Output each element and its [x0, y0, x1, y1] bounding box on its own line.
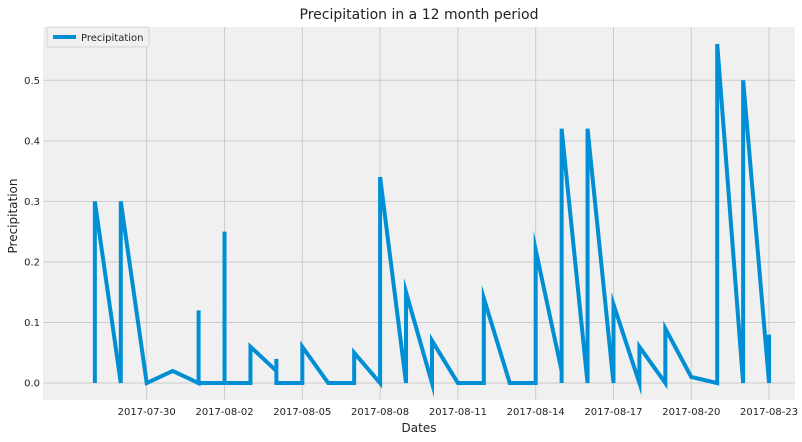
x-axis-ticks: 2017-07-30 2017-08-02 2017-08-05 2017-08-08… [118, 407, 798, 418]
x-axis-label: Dates [402, 421, 437, 435]
x-tick-label: 2017-08-20 [662, 407, 720, 418]
x-tick-label: 2017-08-11 [429, 407, 487, 418]
legend-box [46, 26, 150, 48]
y-tick-label: 0.3 [24, 197, 40, 208]
x-tick-label: 2017-08-14 [507, 407, 565, 418]
x-tick-label: 2017-08-02 [195, 407, 253, 418]
x-tick-label: 2017-08-23 [740, 407, 798, 418]
y-axis-label: Precipitation [6, 178, 20, 253]
series-layer [92, 43, 772, 398]
x-tick-label: 2017-08-17 [584, 407, 642, 418]
y-tick-label: 0.1 [24, 318, 40, 329]
x-tick-label: 2017-08-08 [351, 407, 409, 418]
series-line-precipitation [92, 43, 772, 398]
y-tick-label: 0.5 [24, 76, 40, 87]
chart-title: Precipitation in a 12 month period [300, 7, 539, 23]
legend-entry-precipitation: Precipitation [81, 33, 144, 44]
y-axis-ticks: 0.0 0.1 0.2 0.3 0.4 0.5 [24, 76, 40, 390]
grid-lines [43, 27, 795, 400]
y-tick-label: 0.0 [24, 379, 40, 390]
legend: Precipitation [46, 26, 150, 48]
x-tick-label: 2017-07-30 [118, 407, 176, 418]
y-tick-label: 0.4 [24, 136, 40, 147]
x-tick-label: 2017-08-05 [273, 407, 331, 418]
y-tick-label: 0.2 [24, 257, 40, 268]
